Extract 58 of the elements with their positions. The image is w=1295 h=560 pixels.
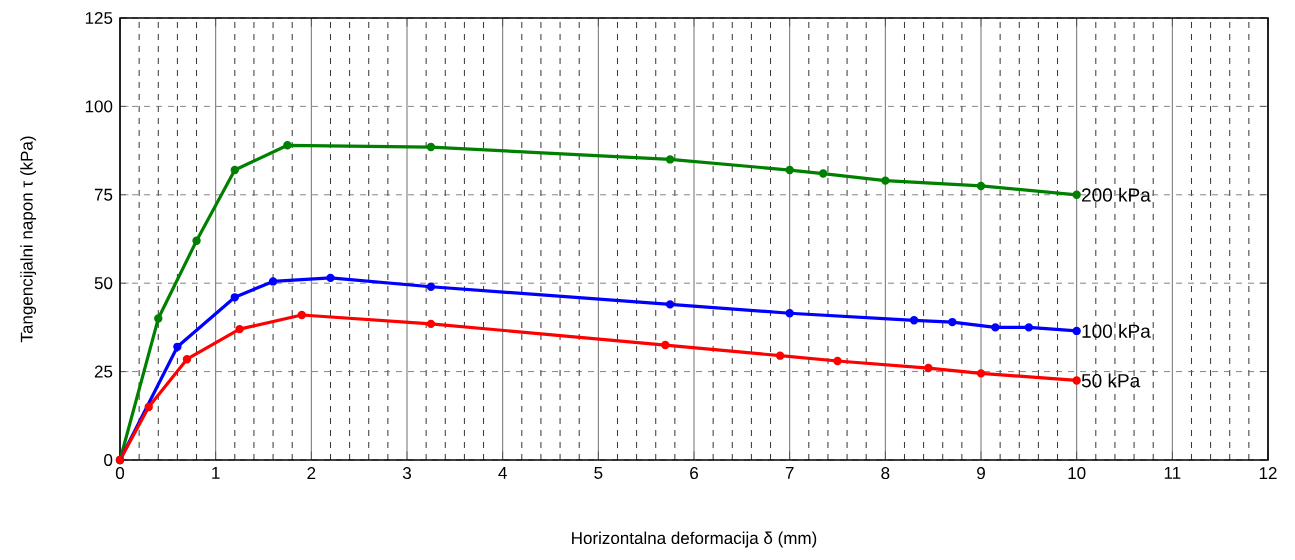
y-axis-title: Tangencijalni napon τ (kPa) xyxy=(20,136,37,343)
x-tick-label: 1 xyxy=(212,467,220,479)
x-tick-label: 2 xyxy=(307,467,316,479)
point xyxy=(1024,323,1034,332)
x-tick-label: 7 xyxy=(785,467,794,479)
point xyxy=(924,363,933,373)
point xyxy=(182,355,192,364)
y-tick-label: 0 xyxy=(104,453,113,466)
point xyxy=(426,142,436,152)
point xyxy=(785,309,794,318)
point xyxy=(909,316,919,325)
point xyxy=(775,351,785,360)
x-tick-label: 11 xyxy=(1164,467,1181,479)
point xyxy=(1072,326,1081,336)
y-tick-label: 75 xyxy=(94,188,113,201)
series-label: 50 kPa xyxy=(1081,373,1141,388)
point xyxy=(833,356,842,366)
point xyxy=(665,300,675,309)
point xyxy=(1072,190,1081,199)
x-tick-label: 8 xyxy=(881,467,890,480)
x-tick-label: 5 xyxy=(594,467,603,479)
y-tick-label: 125 xyxy=(85,11,113,24)
x-tick-label: 6 xyxy=(690,467,698,480)
series-label: 200 kPa xyxy=(1082,187,1151,202)
x-tick-label: 12 xyxy=(1259,467,1277,479)
point xyxy=(230,165,240,175)
point xyxy=(976,181,986,191)
point xyxy=(665,155,675,164)
point xyxy=(154,314,163,323)
series-label: 100 kPa xyxy=(1082,323,1151,338)
x-tick-label: 3 xyxy=(402,467,411,480)
point xyxy=(268,277,278,286)
point xyxy=(173,342,182,352)
y-tick-label: 25 xyxy=(94,365,113,378)
point xyxy=(818,169,828,178)
x-axis-title: Horizontalna deformacija δ (mm) xyxy=(572,531,817,548)
point xyxy=(991,323,1000,332)
point xyxy=(661,340,670,350)
point xyxy=(426,319,436,329)
x-tick-label: 9 xyxy=(977,467,985,480)
point xyxy=(948,317,957,327)
point xyxy=(881,176,890,185)
point xyxy=(235,324,244,334)
x-tick-label: 10 xyxy=(1068,467,1086,480)
point xyxy=(230,293,240,302)
point xyxy=(976,369,986,378)
y-tick-label: 50 xyxy=(94,277,113,290)
y-tick-label: 100 xyxy=(85,100,113,113)
point xyxy=(283,141,292,150)
point xyxy=(426,282,436,291)
point xyxy=(326,273,335,283)
point xyxy=(1072,376,1081,385)
point xyxy=(785,165,794,175)
x-tick-label: 4 xyxy=(498,467,507,479)
point xyxy=(192,236,201,245)
point xyxy=(144,402,153,412)
point xyxy=(297,310,306,320)
x-tick-label: 0 xyxy=(115,467,125,480)
